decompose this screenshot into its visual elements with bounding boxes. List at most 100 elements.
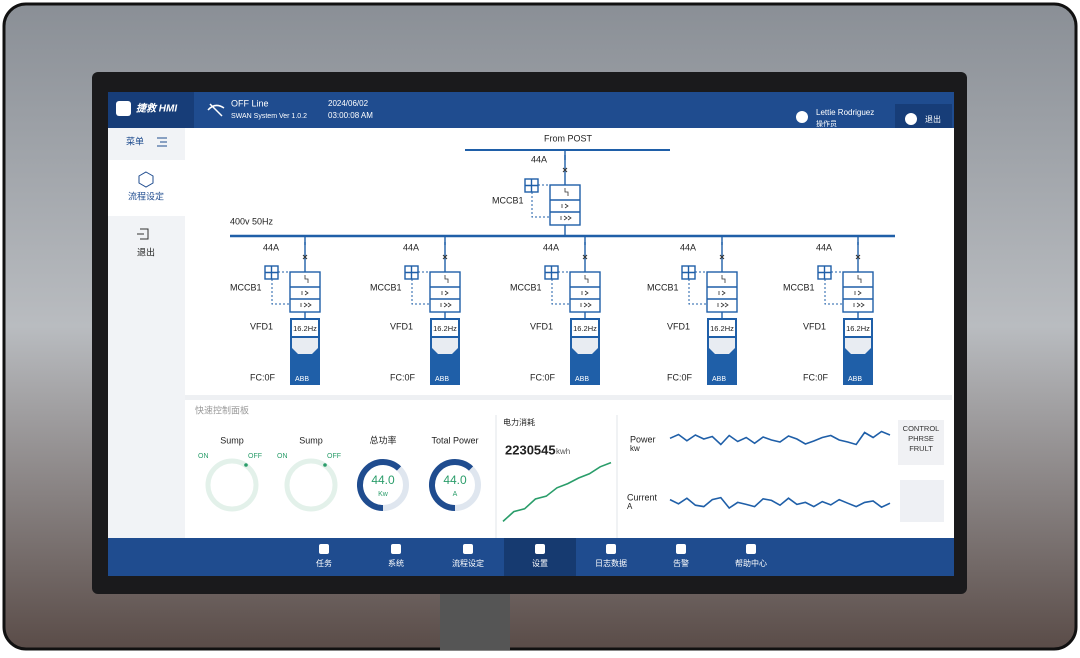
feeder-breaker: MCCB1: [230, 282, 262, 292]
vfd-label: VFD1: [667, 321, 690, 331]
header-bar: [108, 92, 954, 128]
vfd-brand: ABB: [575, 376, 589, 383]
nav-item[interactable]: 帮助中心: [735, 558, 767, 568]
role: 操作员: [816, 119, 837, 128]
sidebar-item[interactable]: 流程设定: [128, 190, 164, 201]
energy-unit: kwh: [556, 447, 570, 456]
main-breaker: MCCB1: [492, 195, 524, 205]
energy-trend: [502, 461, 612, 522]
nav-item[interactable]: 流程设定: [452, 558, 484, 568]
current-line: [669, 496, 891, 510]
user-icon: [796, 111, 808, 123]
isolator-cross: [525, 179, 538, 192]
nav-item[interactable]: 设置: [532, 558, 548, 568]
isolator-cross: [818, 266, 831, 279]
vfd-freq: 16.2Hz: [710, 324, 734, 333]
menu-label[interactable]: 菜单: [126, 135, 144, 146]
vfd-label: VFD1: [530, 321, 553, 331]
vfd-display: [572, 320, 598, 336]
breaker-x: [855, 254, 861, 260]
switch-off: OFF: [327, 453, 341, 460]
vfd-display: [292, 320, 318, 336]
vfd-brand: ABB: [712, 376, 726, 383]
vfd-level: [572, 338, 598, 354]
stand: [440, 590, 510, 650]
isolator-cross: [265, 266, 278, 279]
nav-item[interactable]: 日志数据: [595, 558, 627, 568]
nav-icon: [535, 544, 545, 554]
gauge-arc: [428, 459, 474, 511]
feeder-breaker: MCCB1: [783, 282, 815, 292]
dotted-link: [411, 271, 438, 305]
vfd-freq: 16.2Hz: [433, 324, 457, 333]
feeder-breaker: MCCB1: [647, 282, 679, 292]
gauge-value: 44.0: [371, 473, 395, 487]
breaker-symbol: [717, 275, 729, 308]
panel-title: 快速控制面板: [195, 404, 249, 415]
brand-logo: [116, 101, 131, 116]
energy-title: 电力消耗: [503, 417, 535, 427]
feeder-current: 44A: [543, 242, 559, 252]
feeder-breaker: MCCB1: [370, 282, 402, 292]
switch-dot: [323, 463, 327, 467]
nav-active: [504, 538, 576, 576]
logout-icon: [905, 113, 917, 125]
vfd-label: VFD1: [390, 321, 413, 331]
switch-on: ON: [198, 453, 209, 460]
dotted-link: [551, 271, 578, 305]
nav-icon: [463, 544, 473, 554]
nav-item[interactable]: 任务: [316, 558, 332, 568]
current-unit: A: [627, 502, 633, 511]
vfd-label: VFD1: [250, 321, 273, 331]
nav-icon: [676, 544, 686, 554]
vfd-display: [845, 320, 871, 336]
gauge-label: Total Power: [431, 435, 478, 445]
control-button-text-box: CONTROL PHRSE FRULT: [902, 424, 940, 453]
breaker-symbol: [560, 188, 572, 221]
vfd-level: [432, 338, 458, 354]
feeder-breaker: MCCB1: [510, 282, 542, 292]
gauge-arc: [356, 459, 402, 511]
logout[interactable]: 退出: [925, 114, 941, 124]
power-line: [669, 430, 891, 446]
breaker-symbol: [853, 275, 865, 308]
vfd-label: VFD1: [803, 321, 826, 331]
dotted-link: [688, 271, 715, 305]
switch-ring[interactable]: [284, 458, 338, 512]
fc-label: FC:0F: [667, 372, 693, 382]
vfd-freq: 16.2Hz: [293, 324, 317, 333]
switch-on: ON: [277, 453, 288, 460]
dotted-link: [531, 184, 558, 218]
nav-icon: [319, 544, 329, 554]
gauge-label: 总功率: [369, 434, 396, 445]
vfd-display: [709, 320, 735, 336]
fc-label: FC:0F: [530, 372, 556, 382]
vfd-freq: 16.2Hz: [846, 324, 870, 333]
exit-icon: [137, 228, 149, 240]
breaker-x: [442, 254, 448, 260]
breaker-x: [302, 254, 308, 260]
breaker-symbol: [440, 275, 452, 308]
status: OFF Line: [231, 98, 269, 108]
dotted-link: [271, 271, 298, 305]
feeder-current: 44A: [680, 242, 696, 252]
sidebar-item[interactable]: 退出: [137, 246, 155, 257]
control-button[interactable]: [898, 420, 944, 465]
dotted-link: [824, 271, 851, 305]
date: 2024/06/02: [328, 99, 369, 108]
nav-item[interactable]: 告警: [673, 558, 689, 568]
power-unit: kw: [630, 444, 640, 453]
blank-button[interactable]: [900, 480, 944, 522]
bus-label: 400v 50Hz: [230, 216, 274, 226]
switch-ring[interactable]: [205, 458, 259, 512]
breaker-x: [719, 254, 725, 260]
nav-item[interactable]: 系统: [388, 558, 404, 568]
flow-icon: [138, 171, 154, 188]
gauge-value: 44.0: [443, 473, 467, 487]
control-button-text[interactable]: CONTROL PHRSE FRULT: [902, 424, 940, 453]
nav-icon: [391, 544, 401, 554]
vfd-level: [292, 338, 318, 354]
isolator-cross: [545, 266, 558, 279]
isolator-cross: [405, 266, 418, 279]
